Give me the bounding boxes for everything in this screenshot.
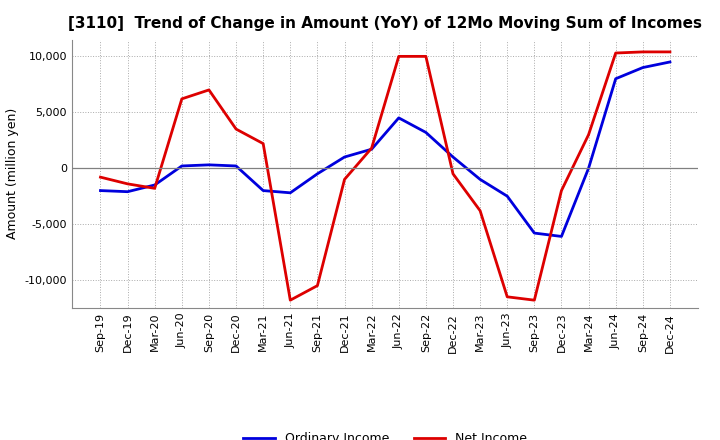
Ordinary Income: [449, 154, 457, 160]
Net Income: [123, 181, 132, 187]
Ordinary Income: [232, 163, 240, 169]
Ordinary Income: [150, 182, 159, 187]
Net Income: [584, 132, 593, 137]
Net Income: [313, 283, 322, 288]
Net Income: [503, 294, 511, 300]
Net Income: [204, 87, 213, 92]
Net Income: [639, 49, 647, 55]
Title: [3110]  Trend of Change in Amount (YoY) of 12Mo Moving Sum of Incomes: [3110] Trend of Change in Amount (YoY) o…: [68, 16, 702, 32]
Ordinary Income: [476, 177, 485, 182]
Line: Ordinary Income: Ordinary Income: [101, 62, 670, 236]
Net Income: [476, 208, 485, 213]
Net Income: [232, 126, 240, 132]
Net Income: [611, 50, 620, 55]
Net Income: [421, 54, 430, 59]
Ordinary Income: [611, 76, 620, 81]
Net Income: [259, 141, 268, 146]
Ordinary Income: [665, 59, 674, 65]
Ordinary Income: [584, 165, 593, 171]
Ordinary Income: [178, 163, 186, 169]
Net Income: [557, 188, 566, 193]
Ordinary Income: [421, 130, 430, 135]
Net Income: [178, 96, 186, 102]
Ordinary Income: [395, 115, 403, 121]
Net Income: [341, 177, 349, 182]
Ordinary Income: [341, 154, 349, 160]
Net Income: [150, 186, 159, 191]
Ordinary Income: [96, 188, 105, 193]
Ordinary Income: [367, 147, 376, 152]
Ordinary Income: [123, 189, 132, 194]
Ordinary Income: [313, 171, 322, 176]
Net Income: [449, 171, 457, 176]
Net Income: [665, 49, 674, 55]
Ordinary Income: [530, 231, 539, 236]
Net Income: [367, 146, 376, 151]
Net Income: [530, 297, 539, 303]
Net Income: [96, 175, 105, 180]
Line: Net Income: Net Income: [101, 52, 670, 300]
Net Income: [395, 54, 403, 59]
Ordinary Income: [204, 162, 213, 168]
Legend: Ordinary Income, Net Income: Ordinary Income, Net Income: [238, 427, 532, 440]
Ordinary Income: [503, 194, 511, 199]
Ordinary Income: [286, 190, 294, 195]
Ordinary Income: [557, 234, 566, 239]
Net Income: [286, 297, 294, 303]
Y-axis label: Amount (million yen): Amount (million yen): [6, 108, 19, 239]
Ordinary Income: [259, 188, 268, 193]
Ordinary Income: [639, 65, 647, 70]
